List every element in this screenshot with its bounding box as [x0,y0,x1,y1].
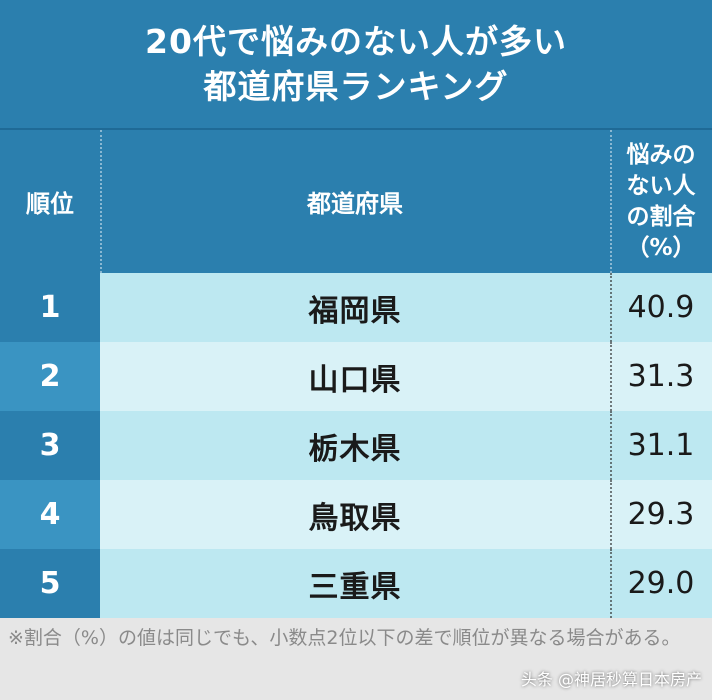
rank-cell: 4 [0,480,100,549]
row-divider [610,549,612,618]
prefecture-cell: 福岡県 [100,273,610,342]
table-row: 2 山口県 31.3 [0,342,712,411]
header-rate: 悩みの ない人 の割合 （%） [610,130,712,273]
row-divider [610,273,612,342]
row-divider [610,342,612,411]
header-rate-line-4: （%） [626,234,696,261]
row-divider [610,411,612,480]
rate-cell: 31.1 [610,411,712,480]
prefecture-cell: 栃木県 [100,411,610,480]
rate-cell: 29.0 [610,549,712,618]
rank-cell: 3 [0,411,100,480]
rank-cell: 2 [0,342,100,411]
title-line-1: 20代で悩みのない人が多い [145,22,567,61]
table-header: 順位 都道府県 悩みの ない人 の割合 （%） [0,128,712,273]
prefecture-cell: 三重県 [100,549,610,618]
watermark: 头条 @神居秒算日本房产 [520,670,702,689]
header-divider-2 [610,130,612,273]
prefecture-cell: 鳥取県 [100,480,610,549]
header-divider-1 [100,130,102,273]
table-row: 5 三重県 29.0 [0,549,712,618]
row-divider [610,480,612,549]
rank-cell: 1 [0,273,100,342]
footnote: ※割合（%）の値は同じでも、小数点2位以下の差で順位が異なる場合がある。 [8,627,681,649]
header-rate-line-3: の割合 [626,203,696,230]
table-row: 1 福岡県 40.9 [0,273,712,342]
header-rank: 順位 [26,190,74,218]
prefecture-cell: 山口県 [100,342,610,411]
rate-cell: 40.9 [610,273,712,342]
rate-cell: 29.3 [610,480,712,549]
chart-title: 20代で悩みのない人が多い 都道府県ランキング [0,0,712,128]
header-rate-line-1: 悩みの [626,141,696,168]
header-rate-line-2: ない人 [626,172,696,199]
table-row: 3 栃木県 31.1 [0,411,712,480]
rate-cell: 31.3 [610,342,712,411]
title-line-2: 都道府県ランキング [203,67,509,106]
table-body: 1 福岡県 40.9 2 山口県 31.3 3 栃木県 31.1 4 鳥取県 2… [0,273,712,618]
table-row: 4 鳥取県 29.3 [0,480,712,549]
rank-cell: 5 [0,549,100,618]
header-prefecture: 都道府県 [307,190,403,218]
